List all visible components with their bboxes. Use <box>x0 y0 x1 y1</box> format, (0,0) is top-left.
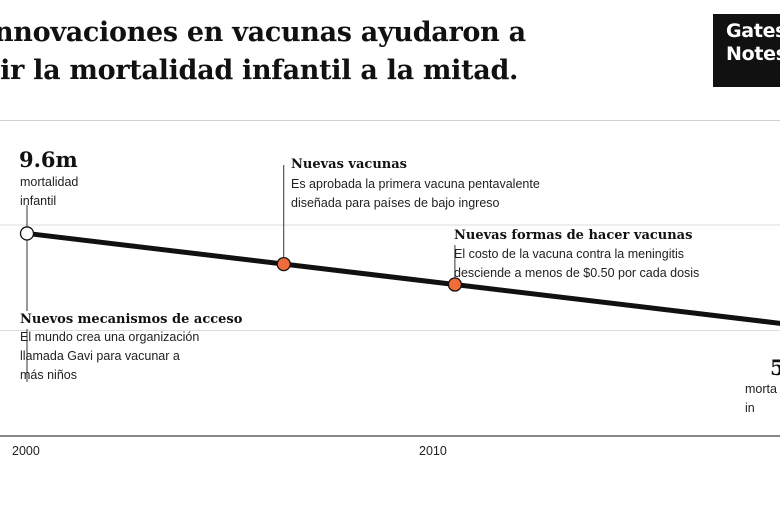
start-value-label: 9.6m <box>19 147 78 172</box>
header-separator <box>0 120 780 121</box>
annotation-3-text: El costo de la vacuna contra la meningit… <box>454 247 700 280</box>
annotation-1-title: Nuevos mecanismos de acceso <box>20 311 243 329</box>
x-tick-2010: 2010 <box>419 444 447 458</box>
series-line <box>26 230 780 326</box>
annotation-1-text: El mundo crea una organización llamada G… <box>20 330 200 382</box>
annotation-3-marker <box>447 277 463 292</box>
end-value-caption: morta in <box>745 382 777 415</box>
title-line-1: innovaciones en vacunas ayudaron a <box>0 17 526 48</box>
gates-notes-logo[interactable]: Gates Notes <box>713 14 780 87</box>
annotation-2-marker <box>276 256 291 272</box>
x-tick-2000: 2000 <box>12 444 40 458</box>
annotation-3-title: Nuevas formas de hacer vacunas <box>454 227 693 245</box>
annotation-1-marker <box>19 226 35 241</box>
chart-title: innovaciones en vacunas ayudaron a cir l… <box>0 14 604 90</box>
start-value-caption: mortalidad infantil <box>20 175 79 208</box>
end-value-label: 5 <box>770 355 780 380</box>
gridlines <box>0 224 780 331</box>
annotation-markers <box>19 226 463 292</box>
annotation-2-text: Es aprobada la primera vacuna pentavalen… <box>291 177 540 210</box>
logo-line-1: Gates <box>726 20 780 42</box>
logo-line-2: Notes <box>726 43 780 65</box>
title-line-2: cir la mortalidad infantil a la mitad. <box>0 55 519 86</box>
annotation-2-title: Nuevas vacunas <box>291 156 407 174</box>
